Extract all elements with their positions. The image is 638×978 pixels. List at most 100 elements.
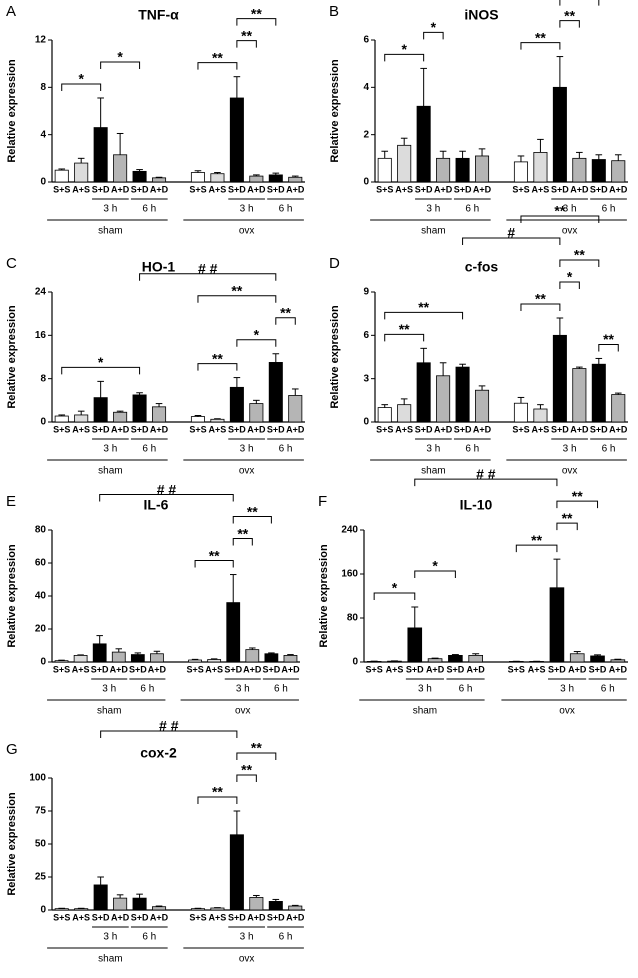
y-tick-label: 0 — [40, 177, 46, 188]
comparison-label: ** — [535, 29, 546, 45]
bar — [610, 659, 626, 663]
comparison-bracket — [556, 500, 599, 509]
y-tick-label: 0 — [363, 417, 369, 428]
comparison-label: # # — [159, 718, 179, 734]
bar — [549, 587, 565, 663]
panel-letter: A — [6, 3, 16, 20]
bar — [113, 411, 128, 423]
bar — [93, 127, 108, 183]
group-label: ovx — [562, 226, 578, 237]
x-tick-label: S+S — [189, 912, 206, 922]
bar — [475, 389, 490, 423]
x-tick-label: A+D — [247, 912, 266, 922]
x-tick-label: A+S — [209, 184, 227, 194]
x-tick-label: A+D — [111, 184, 130, 194]
x-tick-label: S+S — [508, 664, 525, 674]
bar — [188, 659, 202, 663]
bar — [111, 651, 126, 663]
comparison-bracket — [414, 570, 456, 578]
bar — [249, 175, 264, 183]
x-tick-label: S+D — [267, 912, 285, 922]
bar — [436, 157, 451, 183]
bar — [407, 627, 423, 663]
x-tick-label: S+D — [228, 184, 246, 194]
x-tick-label: S+D — [590, 184, 608, 194]
group-label: ovx — [239, 954, 255, 965]
comparison-bracket — [194, 560, 234, 568]
comparison-label: ** — [209, 547, 220, 563]
bar — [207, 659, 222, 663]
subgroup-label: 3 h — [418, 684, 432, 695]
subgroup-label: 6 h — [140, 684, 154, 695]
subgroup-label: 6 h — [142, 932, 156, 943]
x-tick-label: A+D — [150, 424, 169, 434]
y-tick-label: 6 — [363, 330, 369, 341]
bar — [226, 602, 241, 663]
comparison-label: * — [401, 41, 407, 57]
comparison-label: * — [392, 580, 398, 596]
comparison-bracket — [559, 259, 600, 267]
x-tick-label: S+D — [131, 912, 149, 922]
comparison-label: ** — [251, 5, 262, 21]
x-tick-label: S+D — [406, 664, 424, 674]
subgroup-label: 6 h — [601, 684, 615, 695]
chart-title: iNOS — [464, 7, 498, 23]
subgroup-label: 3 h — [240, 932, 254, 943]
bar — [54, 660, 69, 663]
comparison-bracket — [236, 18, 277, 26]
y-tick-label: 24 — [35, 287, 47, 298]
chart-title: IL-10 — [460, 497, 493, 513]
subgroup-label: 6 h — [142, 204, 156, 215]
comparison-bracket — [462, 237, 561, 245]
x-tick-label: A+D — [286, 424, 305, 434]
bar — [74, 162, 89, 183]
comparison-bracket — [236, 774, 257, 782]
x-tick-label: S+D — [548, 664, 566, 674]
x-tick-label: S+D — [267, 424, 285, 434]
comparison-label: ** — [531, 532, 542, 548]
comparison-label: * — [432, 558, 438, 574]
y-tick-label: 20 — [35, 624, 47, 635]
comparison-bracket — [373, 592, 416, 600]
bar — [54, 415, 69, 423]
bar — [73, 655, 88, 663]
y-tick-label: 8 — [40, 373, 46, 384]
y-tick-label: 16 — [35, 330, 47, 341]
bar — [93, 884, 108, 911]
x-tick-label: A+D — [243, 664, 262, 674]
y-tick-label: 50 — [35, 839, 47, 850]
bar — [249, 897, 264, 911]
bar — [264, 653, 279, 663]
group-label: ovx — [239, 226, 255, 237]
bar — [152, 177, 167, 183]
x-tick-label: A+D — [434, 424, 453, 434]
subgroup-label: 6 h — [274, 684, 288, 695]
x-tick-label: S+S — [186, 664, 203, 674]
bar — [436, 375, 451, 423]
x-tick-label: S+D — [454, 424, 472, 434]
comparison-label: ** — [241, 762, 252, 778]
x-tick-label: A+D — [609, 184, 628, 194]
subgroup-label: 3 h — [426, 204, 440, 215]
y-tick-label: 9 — [363, 287, 369, 298]
comparison-label: ** — [603, 331, 614, 347]
x-tick-label: S+D — [224, 664, 242, 674]
bar — [74, 908, 89, 911]
panel-letter: G — [6, 741, 18, 758]
x-tick-label: A+D — [111, 424, 130, 434]
bar — [397, 404, 412, 423]
y-tick-label: 75 — [35, 806, 47, 817]
group-label: ovx — [559, 706, 575, 717]
x-tick-label: S+D — [551, 424, 569, 434]
y-tick-label: 0 — [40, 905, 46, 916]
bar — [288, 905, 303, 911]
comparison-bracket — [236, 752, 277, 760]
y-tick-label: 0 — [40, 657, 46, 668]
group-label: sham — [421, 226, 445, 237]
comparison-bracket — [559, 281, 580, 289]
comparison-bracket — [100, 730, 238, 738]
group-label: sham — [421, 466, 445, 477]
bar — [590, 655, 605, 663]
x-tick-label: A+D — [148, 664, 167, 674]
subgroup-label: 3 h — [103, 932, 117, 943]
